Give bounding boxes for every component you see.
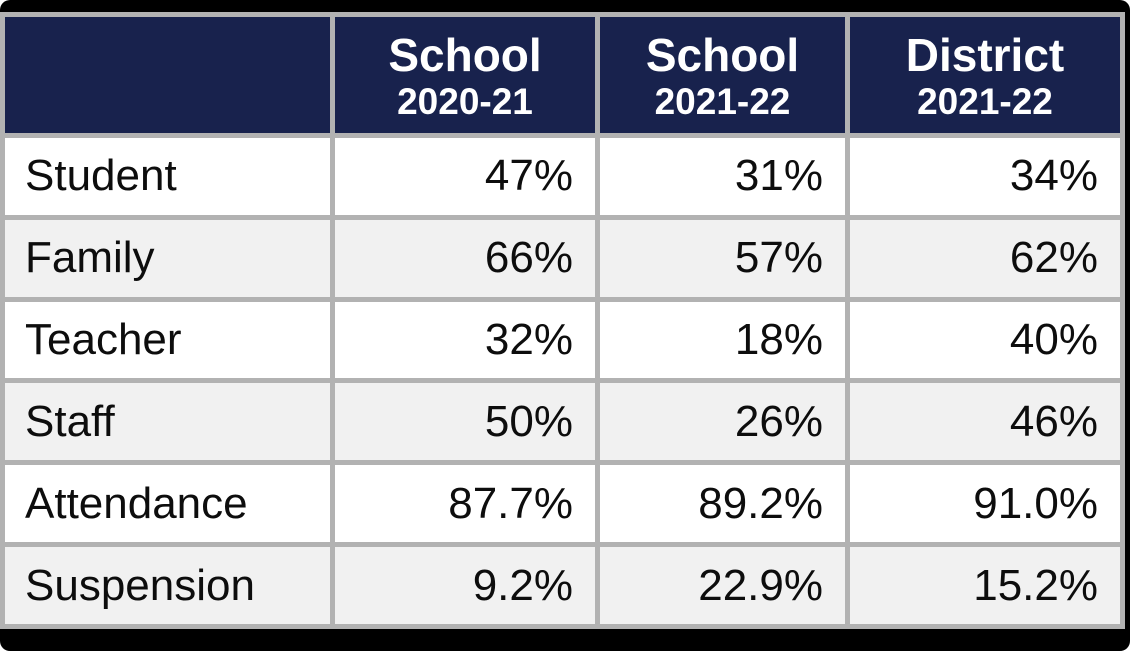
value-cell: 9.2% [330, 542, 600, 629]
column-header-school-2021-22: School 2021-22 [595, 12, 850, 138]
value-cell: 15.2% [845, 542, 1125, 629]
row-label: Staff [0, 378, 335, 466]
column-header-school-2020-21: School 2020-21 [330, 12, 600, 138]
header-row: School 2020-21 School 2021-22 District 2… [0, 12, 1125, 138]
value-cell: 87.7% [330, 460, 600, 548]
row-label: Family [0, 214, 335, 302]
column-header-year: 2021-22 [917, 80, 1053, 122]
table-row-suspension: Suspension 9.2% 22.9% 15.2% [0, 542, 1125, 629]
table-row-family: Family 66% 57% 62% [0, 214, 1125, 302]
value-cell: 46% [845, 378, 1125, 466]
table-row-attendance: Attendance 87.7% 89.2% 91.0% [0, 460, 1125, 548]
row-label: Suspension [0, 542, 335, 629]
value-cell: 26% [595, 378, 850, 466]
column-header-year: 2021-22 [654, 80, 791, 122]
value-cell: 57% [595, 214, 850, 302]
value-cell: 22.9% [595, 542, 850, 629]
metrics-table: School 2020-21 School 2021-22 District 2… [0, 12, 1125, 629]
table-row-teacher: Teacher 32% 18% 40% [0, 296, 1125, 384]
table-row-staff: Staff 50% 26% 46% [0, 378, 1125, 466]
column-header-district-2021-22: District 2021-22 [845, 12, 1125, 138]
table-row-student: Student 47% 31% 34% [0, 133, 1125, 220]
value-cell: 91.0% [845, 460, 1125, 548]
value-cell: 50% [330, 378, 600, 466]
value-cell: 18% [595, 296, 850, 384]
corner-header-cell [0, 12, 335, 138]
value-cell: 62% [845, 214, 1125, 302]
column-header-title: District [905, 28, 1065, 81]
value-cell: 66% [330, 214, 600, 302]
row-label: Teacher [0, 296, 335, 384]
value-cell: 47% [330, 133, 600, 220]
value-cell: 40% [845, 296, 1125, 384]
value-cell: 89.2% [595, 460, 850, 548]
column-header-title: School [388, 28, 542, 81]
value-cell: 34% [845, 133, 1125, 220]
value-cell: 32% [330, 296, 600, 384]
value-cell: 31% [595, 133, 850, 220]
row-label: Student [0, 133, 335, 220]
column-header-title: School [645, 28, 800, 81]
column-header-year: 2020-21 [397, 80, 533, 122]
row-label: Attendance [0, 460, 335, 548]
